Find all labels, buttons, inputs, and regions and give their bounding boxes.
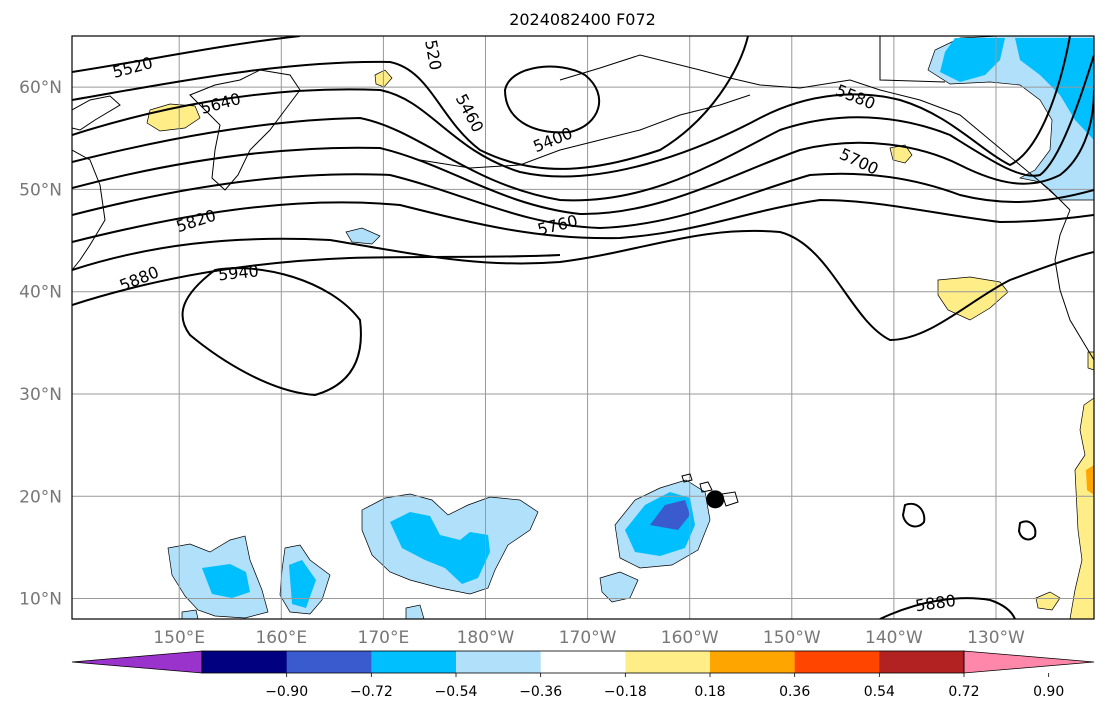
colorbar-label: 0.36 xyxy=(779,684,810,700)
anomaly-region-positive xyxy=(937,276,1009,321)
coastline-alaska xyxy=(559,54,1071,211)
anomaly-region-negative xyxy=(650,500,690,530)
lon-tick-label: 140°W xyxy=(865,628,923,648)
lon-tick-label: 150°E xyxy=(153,628,205,648)
coastline-aleutians xyxy=(419,94,751,169)
anomaly-region-negative xyxy=(599,571,639,603)
contour-label: 5820 xyxy=(174,206,219,237)
anomaly-region-positive xyxy=(889,144,913,164)
anomaly-region-positive xyxy=(1069,397,1094,619)
colorbar-segment xyxy=(540,651,626,673)
lon-tick-label: 170°E xyxy=(358,628,410,648)
colorbar-segment xyxy=(625,651,711,673)
anomaly-region-negative xyxy=(405,604,425,619)
contour-line xyxy=(72,89,1094,216)
coastline-hawaii xyxy=(681,473,739,507)
contour-labels: 5520 5640 5820 5880 5940 5460 5400 5760 … xyxy=(110,38,956,615)
colorbar-segment xyxy=(710,651,796,673)
coastline-canada-box xyxy=(879,36,946,83)
colorbar-extend-min xyxy=(71,650,203,674)
anomaly-region-negative xyxy=(289,560,316,608)
contour-line xyxy=(72,36,1071,178)
contour-line xyxy=(72,198,1094,243)
lon-tick-label: 160°W xyxy=(661,628,719,648)
anomaly-region-negative xyxy=(202,564,250,598)
colorbar-label: −0.90 xyxy=(265,684,308,700)
contour-line-closed xyxy=(901,502,926,528)
contour-label: 5640 xyxy=(198,89,242,118)
lon-tick-label: 150°W xyxy=(763,628,821,648)
longitude-labels: 150°E 160°E 170°E 180°W 170°W 160°W 150°W 140°W… xyxy=(153,628,1025,648)
contour-label: 5580 xyxy=(833,80,878,113)
contour-label: 5520 xyxy=(110,53,154,82)
colorbar-label: 0.90 xyxy=(1033,684,1064,700)
latitude-labels: 60°N 50°N 40°N 30°N 20°N 10°N xyxy=(19,78,62,609)
lon-tick-label: 180°W xyxy=(457,628,515,648)
colorbar-label: −0.36 xyxy=(519,684,562,700)
map-frame xyxy=(71,35,1095,620)
map-title: 2024082400 F072 xyxy=(509,10,656,29)
lat-tick-label: 50°N xyxy=(19,180,62,200)
colorbar-segment xyxy=(202,651,288,673)
contour-label: 5880 xyxy=(914,591,957,615)
contour-line xyxy=(72,36,749,170)
contour-line xyxy=(72,172,1094,230)
anomaly-region-negative xyxy=(390,512,490,584)
lat-tick-label: 20°N xyxy=(19,487,62,507)
coastline-asia xyxy=(72,95,121,131)
colorbar-segment xyxy=(456,651,542,673)
contour-line xyxy=(72,254,561,306)
colorbar-label: −0.54 xyxy=(435,684,478,700)
contour-line xyxy=(879,597,1016,619)
anomaly-region-positive xyxy=(1087,351,1094,371)
colorbar-segment xyxy=(794,651,880,673)
contour-label: 5880 xyxy=(117,262,162,295)
lon-tick-label: 160°E xyxy=(255,628,307,648)
coastline-kamchatka xyxy=(189,69,301,191)
anomaly-region-negative xyxy=(940,38,1005,82)
lat-tick-label: 30°N xyxy=(19,385,62,405)
contour-line-closed xyxy=(503,65,601,134)
lon-tick-label: 130°W xyxy=(967,628,1025,648)
contour-line xyxy=(72,229,1094,342)
anomaly-region-positive xyxy=(1035,591,1061,611)
contour-label: 5940 xyxy=(217,261,259,284)
contour-label: 520 xyxy=(421,38,445,71)
colorbar-segment xyxy=(286,651,372,673)
colorbar-label: 0.18 xyxy=(694,684,725,700)
coastline-japan xyxy=(72,149,106,271)
lon-tick-label: 170°W xyxy=(559,628,617,648)
colorbar-label: 0.54 xyxy=(864,684,895,700)
contour-line xyxy=(72,36,301,73)
anomaly-region-positive xyxy=(1086,465,1094,495)
lat-tick-label: 60°N xyxy=(19,78,62,98)
contour-line xyxy=(72,54,1094,202)
colorbar-label: −0.72 xyxy=(350,684,393,700)
contour-line-closed xyxy=(1017,520,1037,541)
shading-layer xyxy=(146,36,1094,619)
colorbar-extend-max xyxy=(963,650,1095,674)
coastlines xyxy=(72,36,1094,507)
anomaly-region-negative xyxy=(345,227,381,245)
graticule xyxy=(72,36,1094,619)
contour-line-closed xyxy=(181,267,362,397)
anomaly-region-negative xyxy=(181,609,199,619)
colorbar-segment xyxy=(879,651,965,673)
colorbar-segment xyxy=(371,651,457,673)
lat-tick-label: 10°N xyxy=(19,590,62,610)
map-area: 5520 5640 5820 5880 5940 5460 5400 5760 … xyxy=(72,36,1094,619)
colorbar-label: −0.18 xyxy=(604,684,647,700)
colorbar-label: 0.72 xyxy=(948,684,979,700)
location-marker xyxy=(706,490,725,509)
coastline-us-west xyxy=(1054,209,1094,361)
colorbar: −0.90 −0.72 −0.54 −0.36 −0.18 0.18 0.36 0.54 0.7… xyxy=(71,650,1095,700)
height-contours xyxy=(72,36,1094,619)
lat-tick-label: 40°N xyxy=(19,283,62,303)
colorbar-outline xyxy=(201,650,965,674)
